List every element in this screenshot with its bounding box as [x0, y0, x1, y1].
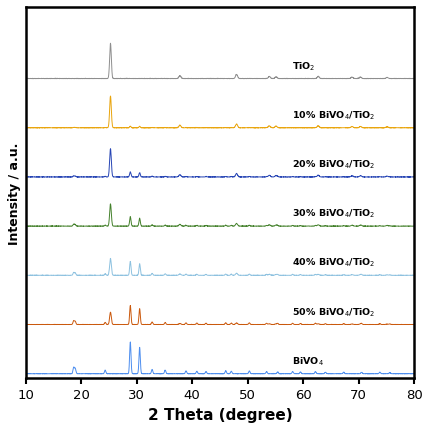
Text: 20% BiVO$_4$/TiO$_2$: 20% BiVO$_4$/TiO$_2$: [292, 158, 375, 171]
Text: 50% BiVO$_4$/TiO$_2$: 50% BiVO$_4$/TiO$_2$: [292, 305, 375, 318]
Text: TiO$_2$: TiO$_2$: [292, 60, 315, 72]
X-axis label: 2 Theta (degree): 2 Theta (degree): [147, 407, 292, 422]
Text: 30% BiVO$_4$/TiO$_2$: 30% BiVO$_4$/TiO$_2$: [292, 207, 375, 220]
Text: BiVO$_4$: BiVO$_4$: [292, 354, 323, 367]
Text: 40% BiVO$_4$/TiO$_2$: 40% BiVO$_4$/TiO$_2$: [292, 256, 375, 269]
Y-axis label: Intensity / a.u.: Intensity / a.u.: [8, 142, 21, 244]
Text: 10% BiVO$_4$/TiO$_2$: 10% BiVO$_4$/TiO$_2$: [292, 109, 375, 122]
